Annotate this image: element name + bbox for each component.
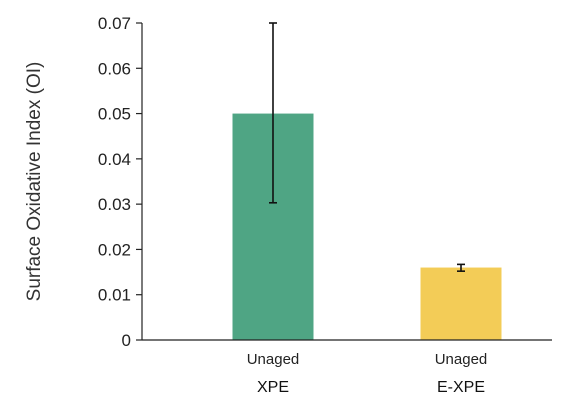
bar — [420, 267, 502, 340]
error-bar — [269, 22, 277, 204]
axes-layer — [141, 23, 552, 341]
y-axis-title: Surface Oxidative Index (OI) — [24, 62, 45, 302]
error-bar — [457, 263, 465, 272]
x-group-label: XPE — [257, 379, 289, 396]
bars-layer — [232, 22, 502, 340]
x-category-label: Unaged — [247, 351, 300, 368]
y-tick-label: 0.01 — [98, 286, 131, 305]
y-tick-label: 0 — [122, 331, 131, 350]
y-tick-label: 0.04 — [98, 150, 131, 169]
category-labels: Unaged Unaged XPE E-XPE — [247, 351, 488, 396]
y-tick-label: 0.06 — [98, 59, 131, 78]
x-category-label: Unaged — [435, 351, 488, 368]
y-tick-label: 0.05 — [98, 105, 131, 124]
x-group-label: E-XPE — [437, 379, 485, 396]
y-tick-label: 0.02 — [98, 240, 131, 259]
y-tick-label: 0.07 — [98, 14, 131, 33]
y-ticks: 0 0.01 0.02 0.03 0.04 0.05 0.06 0.07 — [98, 14, 142, 350]
y-tick-label: 0.03 — [98, 195, 131, 214]
